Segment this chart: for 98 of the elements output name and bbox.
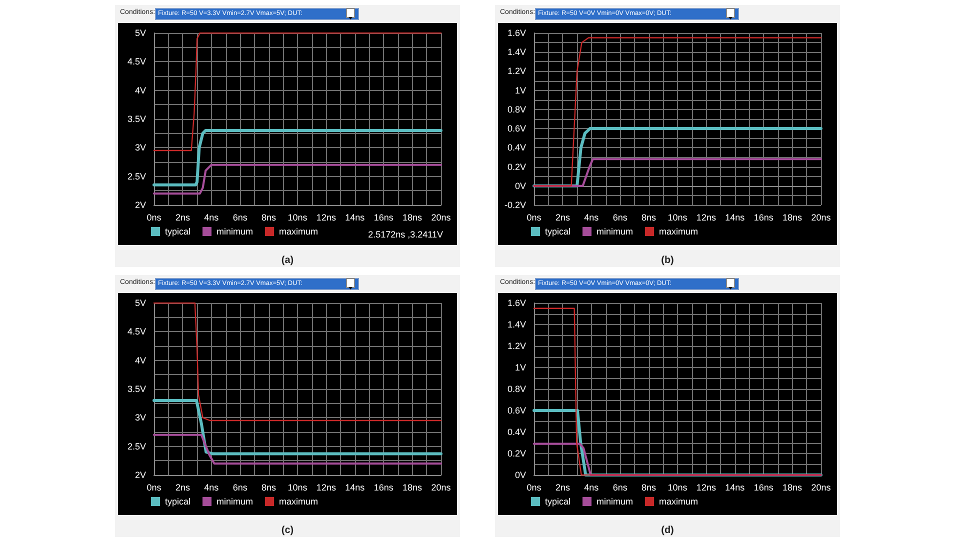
x-tick-label: 10ns <box>668 212 688 222</box>
y-tick-label: 1.4V <box>507 320 526 330</box>
y-tick-label: 1.4V <box>507 47 526 58</box>
y-tick-label: 1.2V <box>507 341 526 351</box>
x-tick-label: 8ns <box>642 482 657 492</box>
legend-label: maximum <box>279 226 318 236</box>
x-tick-label: 8ns <box>262 482 277 492</box>
x-tick-label: 18ns <box>782 482 803 492</box>
y-tick-label: 2.5V <box>127 171 146 182</box>
y-tick-label: 4V <box>134 355 146 366</box>
x-tick-label: 0ns <box>526 482 542 492</box>
y-tick-label: 0.2V <box>507 162 526 172</box>
x-tick-label: 20ns <box>811 212 832 222</box>
legend-label: maximum <box>279 496 318 506</box>
x-tick-label: 10ns <box>668 482 688 492</box>
x-tick-label: 20ns <box>431 212 452 222</box>
y-tick-label: 1.2V <box>507 66 526 76</box>
y-tick-label: 0.8V <box>507 104 526 114</box>
x-tick-label: 6ns <box>232 212 248 222</box>
legend-label: typical <box>545 226 571 236</box>
legend-label: minimum <box>596 496 634 506</box>
x-tick-label: 4ns <box>204 482 220 492</box>
y-tick-label: 4V <box>134 85 146 96</box>
x-tick-label: 0ns <box>146 482 162 492</box>
y-tick-label: 5V <box>134 298 146 308</box>
y-tick-label: 0V <box>514 470 526 480</box>
line-series <box>533 37 822 186</box>
x-tick-label: 12ns <box>316 482 336 492</box>
x-tick-label: 0ns <box>146 212 162 222</box>
y-tick-label: 1V <box>514 362 526 372</box>
y-tick-label: 3.5V <box>127 114 146 124</box>
y-tick-label: 2V <box>134 470 146 480</box>
x-tick-label: 2ns <box>555 482 570 492</box>
x-tick-label: 18ns <box>402 482 423 492</box>
x-tick-label: 18ns <box>782 212 803 222</box>
y-tick-label: 0.6V <box>507 406 526 416</box>
x-tick-label: 14ns <box>345 482 366 492</box>
y-tick-label: 1V <box>514 85 526 96</box>
x-tick-label: 14ns <box>725 482 746 492</box>
y-tick-label: 1.6V <box>507 298 526 308</box>
x-tick-label: 6ns <box>612 482 628 492</box>
x-tick-label: 8ns <box>262 212 277 222</box>
y-tick-label: 0.2V <box>507 448 526 458</box>
y-tick-label: 4.5V <box>127 326 146 337</box>
y-tick-label: 0V <box>514 180 526 191</box>
x-tick-label: 10ns <box>288 482 308 492</box>
x-tick-label: 4ns <box>584 212 600 222</box>
x-tick-label: 4ns <box>584 482 600 492</box>
y-tick-label: 0.4V <box>507 142 526 153</box>
x-tick-label: 16ns <box>374 482 394 492</box>
text: (a) <box>280 255 295 266</box>
line-series <box>152 398 442 456</box>
legend-label: maximum <box>659 226 698 236</box>
y-tick-label: 4.5V <box>127 56 146 67</box>
text: 2.5172ns ,3.2411V <box>368 230 444 240</box>
x-tick-label: 20ns <box>811 482 832 492</box>
x-tick-label: 12ns <box>316 212 336 222</box>
legend-label: minimum <box>216 226 254 236</box>
text: (b) <box>660 255 675 266</box>
y-tick-label: 3V <box>134 412 146 423</box>
x-tick-label: 2ns <box>175 212 190 222</box>
y-tick-label: 5V <box>134 28 146 38</box>
y-tick-label: 0.4V <box>507 427 526 437</box>
line-series <box>152 164 442 195</box>
legend-label: typical <box>165 226 191 236</box>
x-tick-label: 0ns <box>526 212 542 222</box>
x-tick-label: 6ns <box>232 482 248 492</box>
x-tick-label: 12ns <box>696 482 716 492</box>
text: (d) <box>660 525 675 536</box>
text: (c) <box>280 525 295 536</box>
x-tick-label: 20ns <box>431 482 452 492</box>
x-tick-label: 4ns <box>204 212 220 222</box>
x-tick-label: 10ns <box>288 212 308 222</box>
y-tick-label: 0.6V <box>507 124 526 134</box>
x-tick-label: 18ns <box>402 212 423 222</box>
y-tick-label: -0.2V <box>504 200 526 210</box>
x-tick-label: 14ns <box>345 212 366 222</box>
y-tick-label: 3V <box>134 142 146 153</box>
x-tick-label: 16ns <box>374 212 394 222</box>
x-tick-label: 6ns <box>612 212 628 222</box>
legend-label: typical <box>545 496 571 506</box>
x-tick-label: 8ns <box>642 212 657 222</box>
x-tick-label: 12ns <box>696 212 716 222</box>
line-series <box>152 128 442 186</box>
y-tick-label: 2.5V <box>127 441 146 452</box>
x-tick-label: 16ns <box>754 482 774 492</box>
x-tick-label: 2ns <box>555 212 570 222</box>
legend-label: maximum <box>659 496 698 506</box>
y-tick-label: 3.5V <box>127 384 146 394</box>
legend-label: minimum <box>216 496 254 506</box>
legend-label: minimum <box>596 226 634 236</box>
y-tick-label: 1.6V <box>507 28 526 38</box>
y-tick-label: 2V <box>134 200 146 210</box>
x-tick-label: 2ns <box>175 482 190 492</box>
y-tick-label: 0.8V <box>507 384 526 394</box>
legend-label: typical <box>165 496 191 506</box>
x-tick-label: 16ns <box>754 212 774 222</box>
x-tick-label: 14ns <box>725 212 746 222</box>
